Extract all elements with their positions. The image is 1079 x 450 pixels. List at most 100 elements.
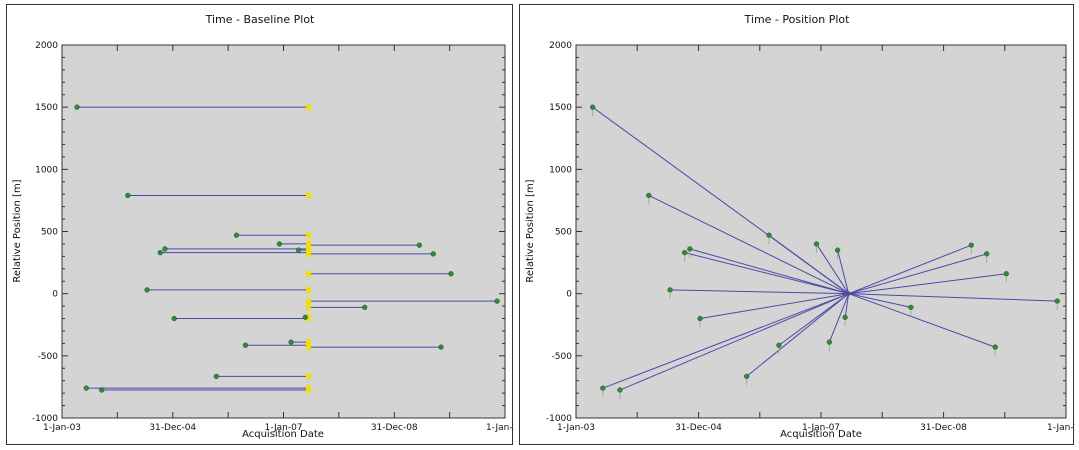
x-tick-label: 31-Dec-04 xyxy=(675,423,722,433)
acquisition-point xyxy=(744,373,750,379)
y-tick-label: 0 xyxy=(52,290,58,300)
x-axis: 1-Jan-03 31-Dec-04 1-Jan-07 31-Dec-08 1-Jan-… xyxy=(557,45,1075,433)
acquisition-point xyxy=(162,246,168,252)
acquisition-point xyxy=(667,287,673,293)
acquisition-point xyxy=(448,271,454,277)
acquisition-point xyxy=(416,242,422,248)
time-baseline-plot: Time - Baseline Plot -1000 -500 0 500 1000 15… xyxy=(12,13,514,440)
acquisition-point xyxy=(83,385,89,391)
acquisition-point xyxy=(494,298,500,304)
position-line xyxy=(837,250,850,294)
master-marker xyxy=(306,314,312,321)
x-tick-label: 1-Jan-07 xyxy=(264,423,302,433)
plot-marks xyxy=(74,104,500,394)
acquisition-point xyxy=(242,342,249,348)
acquisition-point xyxy=(908,304,914,310)
acquisition-point xyxy=(430,251,436,257)
acquisition-point xyxy=(617,387,623,393)
acquisition-point xyxy=(213,373,219,379)
acquisition-point xyxy=(984,251,990,257)
master-marker xyxy=(306,298,312,305)
position-line xyxy=(848,293,1058,302)
acquisition-point xyxy=(1003,271,1009,277)
y-tick-label: 1500 xyxy=(549,103,572,113)
y-axis: -1000 -500 0 500 1000 1500 2000 xyxy=(546,41,1066,424)
position-line xyxy=(602,293,849,389)
master-marker xyxy=(306,344,312,351)
master-marker xyxy=(306,286,312,293)
position-line xyxy=(768,234,849,295)
position-line xyxy=(848,293,911,308)
master-marker xyxy=(306,373,312,380)
acquisition-point xyxy=(766,232,772,238)
y-tick-label: -500 xyxy=(38,352,59,362)
acquisition-point xyxy=(74,104,80,110)
acquisition-point xyxy=(600,385,606,391)
acquisition-point xyxy=(646,192,652,199)
y-tick-label: -1000 xyxy=(546,414,572,424)
acquisition-point xyxy=(125,192,131,199)
y-axis-label: Relative Position [m] xyxy=(12,179,23,282)
plot-area xyxy=(61,44,506,419)
time-position-plot: Time - Position Plot -1000 -500 0 500 1000 15… xyxy=(525,13,1075,440)
position-line xyxy=(848,273,1007,295)
x-tick-label: 1-Jan-03 xyxy=(43,423,81,433)
y-tick-label: 2000 xyxy=(35,41,58,51)
position-line xyxy=(746,293,849,377)
acquisition-point xyxy=(687,246,693,252)
x-tick-label: 31-Dec-08 xyxy=(371,423,418,433)
master-marker xyxy=(306,104,312,111)
position-line xyxy=(700,293,849,320)
acquisition-point xyxy=(288,339,294,345)
acquisition-point xyxy=(682,249,688,256)
y-tick-label: 500 xyxy=(41,228,58,238)
acquisition-point xyxy=(842,314,848,320)
master-marker xyxy=(306,242,312,249)
acquisition-point xyxy=(968,242,974,248)
acquisition-point xyxy=(276,241,283,247)
acquisition-point xyxy=(813,241,820,247)
position-line xyxy=(684,252,849,295)
acquisition-point xyxy=(144,287,150,293)
position-line xyxy=(848,244,972,295)
chart-title: Time - Baseline Plot xyxy=(205,13,315,26)
time-position-plot-panel: Time - Position Plot -1000 -500 0 500 1000 15… xyxy=(519,4,1075,445)
x-tick-label: 1-Jan-11 xyxy=(1047,423,1075,433)
acquisition-point xyxy=(834,247,841,253)
master-marker xyxy=(306,250,312,257)
acquisition-point xyxy=(233,232,240,238)
position-line xyxy=(619,293,849,391)
position-line xyxy=(844,293,850,318)
acquisition-point xyxy=(992,344,998,350)
y-tick-label: -500 xyxy=(552,352,573,362)
master-marker xyxy=(306,192,312,199)
position-line xyxy=(816,243,850,294)
acquisition-point xyxy=(1054,298,1060,304)
acquisition-point xyxy=(438,344,444,350)
acquisition-point xyxy=(295,247,302,253)
chart-title: Time - Position Plot xyxy=(744,13,851,26)
acquisition-point xyxy=(302,314,308,320)
x-tick-label: 1-Jan-03 xyxy=(557,423,595,433)
time-baseline-plot-panel: Time - Baseline Plot -1000 -500 0 500 1000 15… xyxy=(6,4,514,445)
y-tick-label: -1000 xyxy=(32,414,58,424)
x-tick-label: 31-Dec-08 xyxy=(920,423,967,433)
acquisition-point xyxy=(171,315,177,322)
plot-area xyxy=(575,44,1067,419)
x-tick-label: 1-Jan-11 xyxy=(486,423,514,433)
acquisition-point xyxy=(776,342,782,348)
position-line xyxy=(778,293,849,346)
master-marker xyxy=(306,247,312,254)
x-tick-label: 1-Jan-07 xyxy=(802,423,840,433)
plot-marks xyxy=(589,104,1060,400)
master-marker xyxy=(306,387,312,394)
y-tick-label: 1000 xyxy=(549,165,572,175)
y-tick-label: 0 xyxy=(566,290,572,300)
y-tick-label: 1500 xyxy=(35,103,58,113)
acquisition-point xyxy=(826,339,833,345)
y-tick-label: 1000 xyxy=(35,165,58,175)
y-tick-label: 500 xyxy=(555,228,572,238)
x-axis-label: Acquisition Date xyxy=(780,429,862,440)
acquisition-point xyxy=(99,387,105,393)
x-axis: 1-Jan-03 31-Dec-04 1-Jan-07 31-Dec-08 1-Jan-… xyxy=(43,45,514,433)
